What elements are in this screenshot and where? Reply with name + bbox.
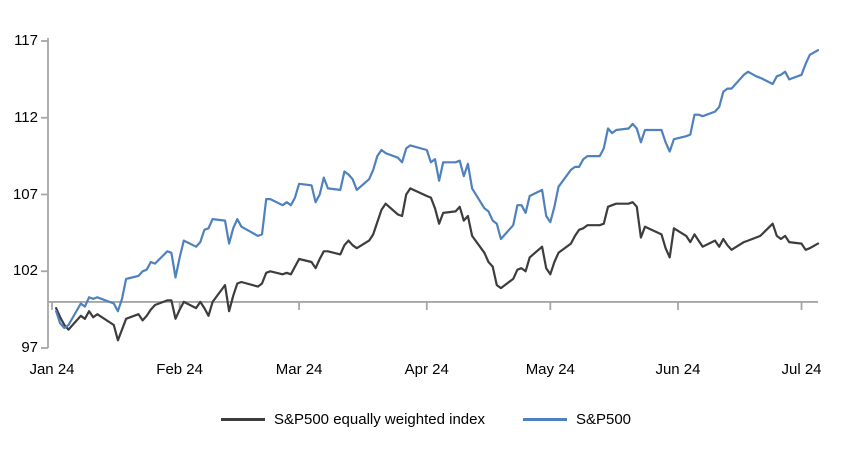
legend-line-swatch-sp500 xyxy=(522,418,567,421)
x-axis-tick-label: Mar 24 xyxy=(275,361,323,378)
y-axis-tick-label: 112 xyxy=(14,108,38,126)
legend-label-sp500: S&P500 xyxy=(575,411,632,428)
series-line-equal-weight xyxy=(54,187,820,342)
x-axis-tick-label: May 24 xyxy=(525,361,575,378)
x-axis-tick-label: Jan 24 xyxy=(29,361,75,378)
legend-label-equal-weight: S&P500 equally weighted index xyxy=(273,411,485,428)
series-line-sp500 xyxy=(54,49,820,330)
x-axis-tick-label: Feb 24 xyxy=(156,361,203,378)
x-axis-tick-label: Apr 24 xyxy=(404,361,449,378)
y-axis-tick-label: 117 xyxy=(14,32,38,49)
legend-line-swatch-equal-weight xyxy=(220,418,265,421)
x-axis-tick-label: Jun 24 xyxy=(655,361,701,378)
legend-item-sp500: S&P500 xyxy=(522,411,632,428)
chart-legend: S&P500 equally weighted index S&P500 xyxy=(0,411,852,428)
x-axis-tick-label: Jul 24 xyxy=(781,361,822,378)
y-axis-tick-label: 107 xyxy=(12,185,38,203)
y-axis-tick-label: 97 xyxy=(21,339,38,356)
legend-item-equal-weight: S&P500 equally weighted index xyxy=(220,411,485,428)
y-axis-tick-label: 102 xyxy=(12,262,38,280)
